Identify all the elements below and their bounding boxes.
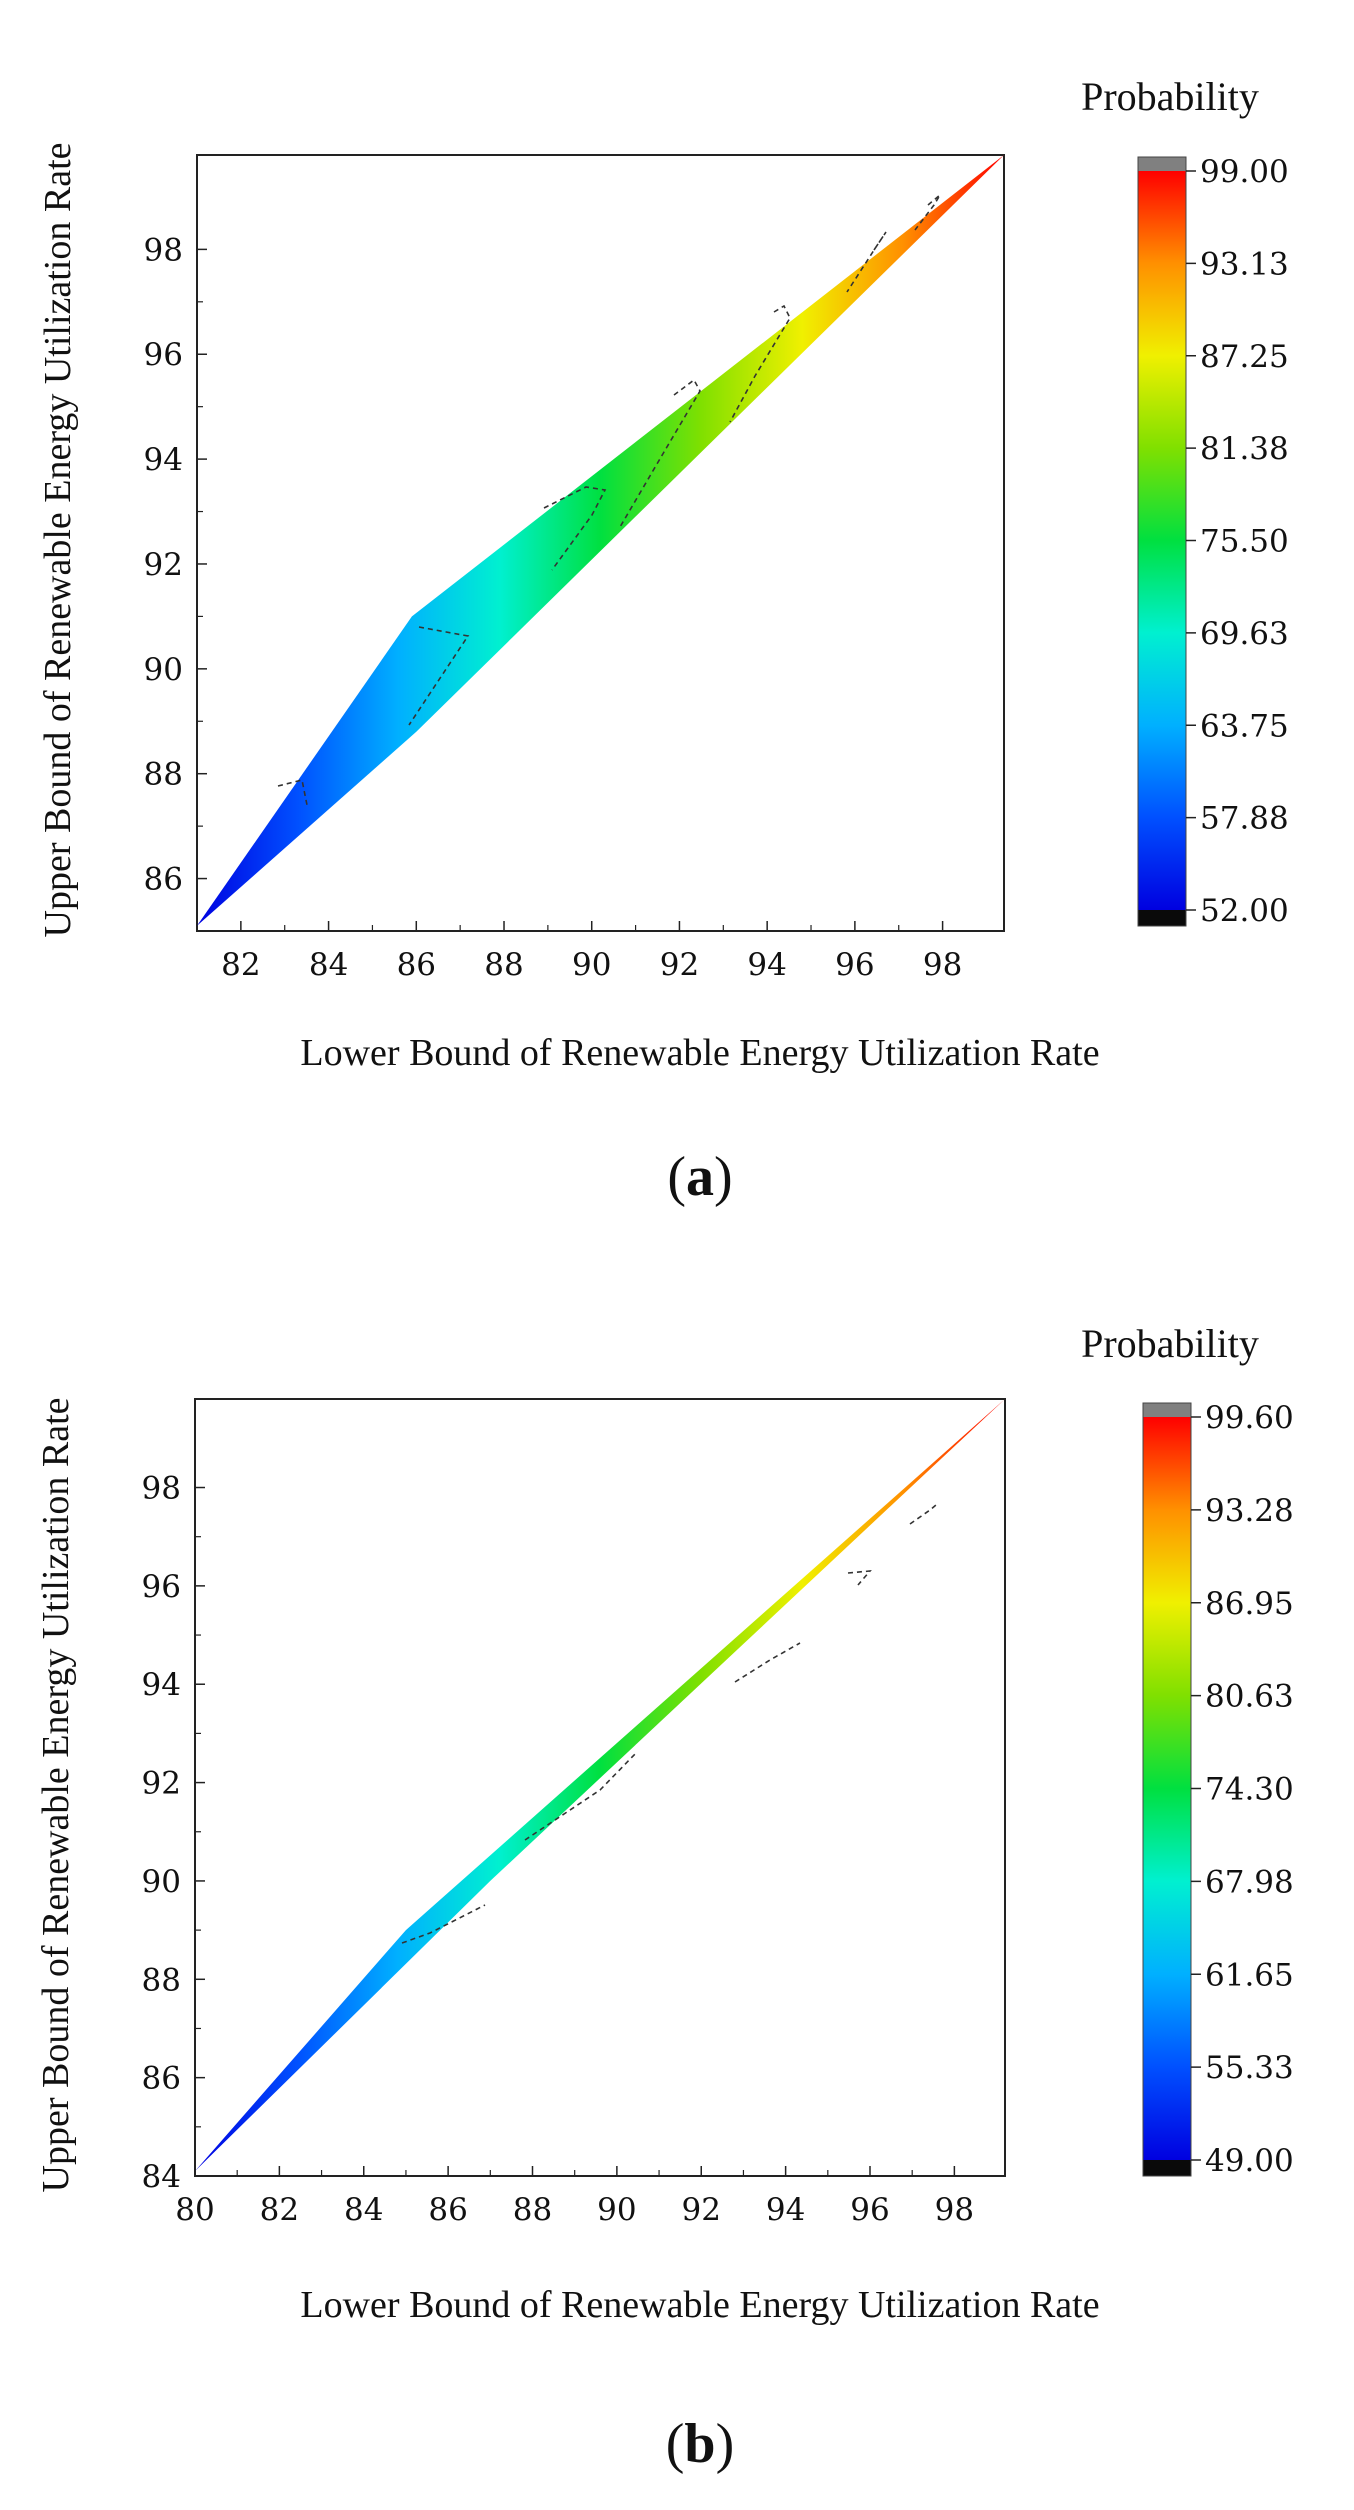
colorbar-tick-label: 52.00 — [1200, 893, 1289, 929]
y-tick-label: 98 — [142, 1471, 181, 1507]
x-tick-label: 94 — [766, 2192, 805, 2228]
x-tick-label: 96 — [850, 2192, 889, 2228]
y-tick-label: 96 — [142, 1569, 181, 1605]
colorbar-tick-label: 61.65 — [1205, 1957, 1294, 1993]
y-tick-label: 90 — [144, 652, 183, 688]
x-tick-label: 94 — [747, 947, 786, 983]
contour-line-a-3 — [543, 486, 607, 571]
x-tick-label: 82 — [260, 2192, 299, 2228]
colorbar-tick-label: 49.00 — [1205, 2143, 1294, 2179]
colorbar-gradient-b — [1143, 1417, 1191, 2160]
probability-region-a — [197, 155, 1004, 926]
contour-line-a-5 — [729, 304, 791, 423]
x-tick-label: 98 — [923, 947, 962, 983]
y-axis-title-a: Upper Bound of Renewable Energy Utilizat… — [37, 143, 79, 938]
y-tick-label: 92 — [142, 1766, 181, 1802]
x-tick-label: 90 — [597, 2192, 636, 2228]
colorbar-ticks-a: 99.00 93.13 87.25 81.38 75.50 69.63 63.75 57.88… — [1186, 154, 1289, 929]
colorbar-over-cap-b — [1143, 1403, 1191, 1417]
colorbar-tick-label: 69.63 — [1200, 616, 1289, 652]
y-tick-label: 94 — [144, 442, 183, 478]
colorbar-tick-label: 93.13 — [1200, 246, 1289, 282]
y-tick-label: 88 — [144, 757, 183, 793]
colorbar-tick-label: 81.38 — [1200, 431, 1289, 467]
colorbar-tick-label: 93.28 — [1205, 1493, 1294, 1529]
x-tick-label: 86 — [428, 2192, 467, 2228]
x-axis-ticks-b: 80 82 84 86 88 90 92 94 96 98 — [175, 2166, 974, 2228]
y-tick-label: 86 — [144, 862, 183, 898]
x-tick-label: 84 — [344, 2192, 383, 2228]
colorbar-a: Probability 99.00 93.13 87.25 81.38 75.50 69.… — [1081, 74, 1289, 929]
y-tick-label: 90 — [142, 1864, 181, 1900]
contour-line-b-1 — [401, 1904, 486, 1944]
colorbar-tick-label: 99.60 — [1205, 1400, 1294, 1436]
y-tick-label: 84 — [142, 2159, 181, 2195]
x-tick-label: 86 — [397, 947, 436, 983]
y-tick-label: 92 — [144, 547, 183, 583]
x-tick-label: 88 — [513, 2192, 552, 2228]
colorbar-tick-label: 80.63 — [1205, 1679, 1294, 1715]
plot-frame-b — [194, 1398, 1006, 2177]
colorbar-tick-label: 74.30 — [1205, 1772, 1294, 1808]
colorbar-b: Probability 99.60 93.28 86.95 80.63 74.30 67.… — [1081, 1321, 1294, 2179]
y-tick-label: 98 — [144, 232, 183, 268]
y-tick-label: 94 — [142, 1667, 181, 1703]
y-tick-label: 96 — [144, 337, 183, 373]
x-tick-label: 96 — [835, 947, 874, 983]
contour-line-b-5 — [909, 1504, 937, 1525]
x-tick-label: 92 — [660, 947, 699, 983]
x-tick-label: 82 — [221, 947, 260, 983]
colorbar-tick-label: 87.25 — [1200, 339, 1289, 375]
contour-line-a-7 — [914, 194, 941, 231]
colorbar-tick-label: 67.98 — [1205, 1864, 1294, 1900]
contour-line-a-4 — [619, 378, 701, 528]
y-axis-ticks-a: 86 88 90 92 94 96 98 — [144, 232, 207, 898]
panel-label-b: (b) — [666, 2413, 734, 2475]
x-axis-ticks-a: 82 84 86 88 90 92 94 96 98 — [221, 921, 962, 983]
colorbar-over-cap-a — [1138, 157, 1186, 171]
panel-a: 82 84 86 88 90 92 94 96 98 86 88 90 92 94 96 98 Lower … — [37, 74, 1289, 1208]
contour-lines-b — [401, 1504, 937, 1944]
colorbar-tick-label: 55.33 — [1205, 2050, 1294, 2086]
colorbar-tick-label: 75.50 — [1200, 524, 1289, 560]
contour-line-b-4 — [847, 1570, 872, 1586]
colorbar-under-cap-b — [1143, 2160, 1191, 2176]
colorbar-frame-b — [1142, 1402, 1192, 2177]
colorbar-under-cap-a — [1138, 910, 1186, 926]
y-tick-label: 88 — [142, 1962, 181, 1998]
panel-b: 80 82 84 86 88 90 92 94 96 98 84 86 88 90 92 94 96 98 Lo… — [35, 1321, 1294, 2475]
colorbar-tick-label: 86.95 — [1205, 1586, 1294, 1622]
x-tick-label: 80 — [175, 2192, 214, 2228]
y-axis-title-b: Upper Bound of Renewable Energy Utilizat… — [35, 1398, 77, 2193]
colorbar-title-b: Probability — [1081, 1321, 1259, 1366]
colorbar-frame-a — [1137, 156, 1187, 927]
x-axis-title-a: Lower Bound of Renewable Energy Utilizat… — [300, 1032, 1099, 1074]
contour-line-b-2 — [524, 1751, 638, 1841]
colorbar-tick-label: 63.75 — [1200, 708, 1289, 744]
colorbar-gradient-a — [1138, 171, 1186, 910]
x-tick-label: 92 — [682, 2192, 721, 2228]
contour-line-a-2 — [408, 626, 470, 726]
x-tick-label: 98 — [935, 2192, 974, 2228]
colorbar-ticks-b: 99.60 93.28 86.95 80.63 74.30 67.98 61.65 55.33… — [1191, 1400, 1294, 2179]
contour-line-b-3 — [734, 1642, 801, 1683]
contour-line-a-6 — [846, 231, 887, 293]
colorbar-title-a: Probability — [1081, 74, 1259, 119]
panel-label-a: (a) — [667, 1146, 732, 1208]
y-axis-ticks-b: 84 86 88 90 92 94 96 98 — [142, 1471, 205, 2195]
x-tick-label: 90 — [572, 947, 611, 983]
x-axis-title-b: Lower Bound of Renewable Energy Utilizat… — [300, 2284, 1099, 2326]
colorbar-tick-label: 57.88 — [1200, 801, 1289, 837]
y-tick-label: 86 — [142, 2061, 181, 2097]
x-tick-label: 84 — [309, 947, 348, 983]
x-tick-label: 88 — [484, 947, 523, 983]
colorbar-tick-label: 99.00 — [1200, 154, 1289, 190]
contour-lines-a — [277, 194, 941, 806]
